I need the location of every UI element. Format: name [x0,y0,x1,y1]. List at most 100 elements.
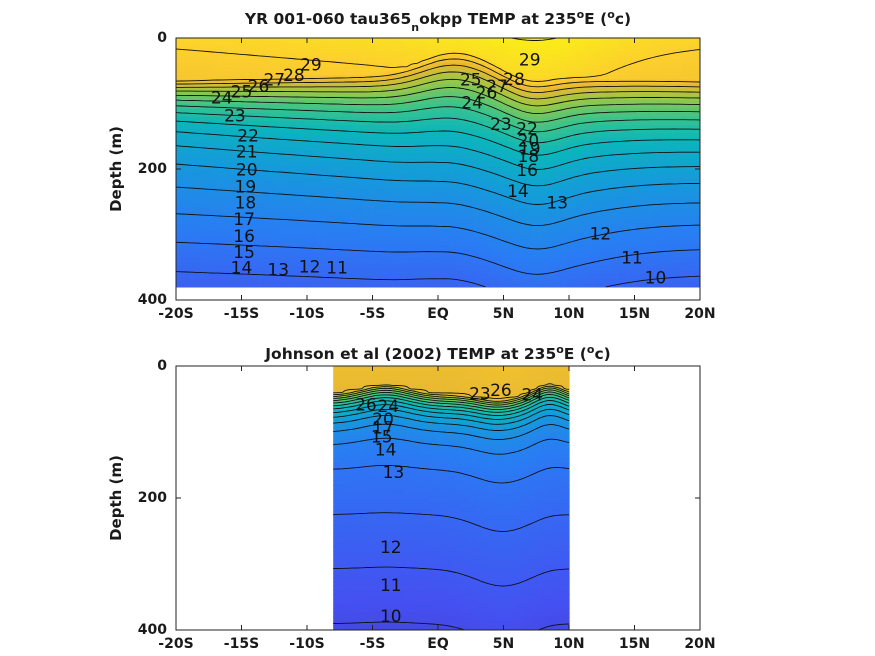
field-cell [193,71,200,76]
field-cell [228,187,235,193]
field-cell [467,208,474,213]
field-cell [548,104,556,110]
field-cell [391,58,398,64]
field-cell [240,133,247,139]
field-cell [181,125,189,130]
field-cell [420,257,427,263]
field-cell [309,191,317,197]
field-cell [484,120,491,126]
field-cell [548,158,556,164]
field-cell [502,195,509,201]
field-cell [274,108,282,114]
field-cell [403,104,410,110]
field-cell [286,67,294,72]
field-cell [339,71,346,76]
field-cell [525,216,532,222]
field-cell [391,191,398,197]
field-cell [385,232,393,238]
field-cell [199,154,206,159]
field-cell [379,208,387,213]
field-cell [443,216,451,222]
field-cell [251,237,259,242]
field-cell [350,208,358,213]
field-cell [222,96,229,101]
field-cell [472,116,480,122]
field-cell [379,42,387,47]
field-cell [356,203,363,209]
field-cell [339,38,346,43]
field-cell [263,228,270,234]
field-cell [234,54,241,60]
field-cell [263,133,270,139]
field-cell [257,282,264,288]
field-cell [630,75,637,81]
field-cell [362,262,369,267]
field-cell [601,191,608,197]
field-cell [606,174,614,180]
field-cell [234,125,241,130]
field-cell [245,71,253,76]
field-cell [554,54,561,60]
field-cell [438,278,445,284]
field-cell [571,129,579,135]
field-cell [589,125,596,130]
field-cell [531,270,538,276]
field-cell [443,183,451,188]
field-cell [350,46,358,52]
field-cell [525,133,532,139]
field-cell [449,116,457,122]
field-cell [496,199,503,205]
field-cell [612,75,620,81]
field-cell [362,253,369,259]
field-cell [519,228,526,234]
field-cell [199,220,206,226]
field-cell [216,62,224,68]
field-cell [478,174,486,180]
field-cell [624,100,631,105]
field-cell [176,108,183,114]
field-cell [531,266,538,271]
field-cell [216,195,224,201]
field-cell [176,120,183,126]
field-cell [379,266,387,271]
field-cell [199,100,206,105]
field-cell [368,170,375,176]
field-cell [222,191,229,197]
field-cell [379,216,387,222]
field-cell [449,125,457,130]
field-cell [286,112,294,118]
field-cell [304,87,311,93]
field-cell [542,203,550,209]
field-cell [205,79,212,85]
field-cell [327,166,334,172]
field-cell [269,137,276,143]
field-cell [467,150,474,155]
field-cell [618,166,625,172]
field-cell [350,162,358,168]
field-cell [461,257,468,263]
field-cell [566,232,573,238]
field-cell [280,224,288,230]
field-cell [210,116,218,122]
field-cell [548,191,556,197]
field-cell [630,282,637,288]
field-cell [467,241,474,247]
field-cell [199,125,206,130]
field-cell [449,166,457,172]
field-cell [356,42,363,47]
field-cell [583,83,590,89]
field-cell [339,125,346,130]
field-cell [274,150,282,155]
field-cell [193,262,200,267]
field-cell [525,282,532,288]
field-cell [618,50,625,56]
field-cell [193,108,200,114]
field-cell [350,187,358,193]
field-cell [484,104,491,110]
field-cell [362,133,369,139]
field-cell [583,282,590,288]
field-cell [321,62,328,68]
field-cell [624,87,631,93]
field-cell [554,187,561,193]
field-cell [548,154,556,159]
